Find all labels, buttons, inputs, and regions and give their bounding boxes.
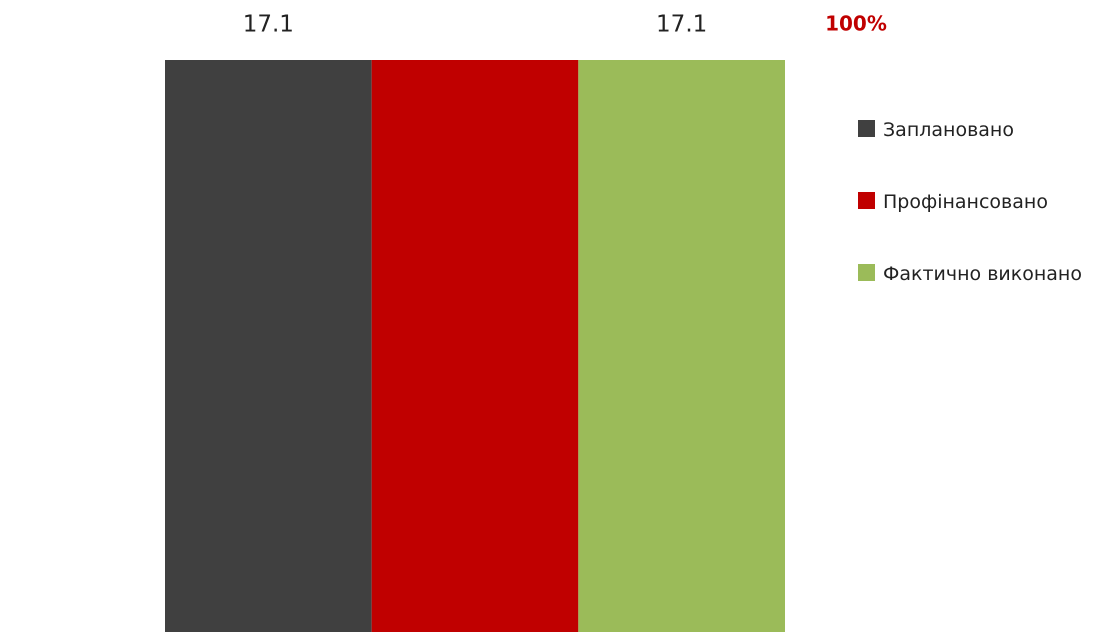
- legend-swatch: [858, 264, 875, 281]
- legend-item: Профінансовано: [858, 186, 1105, 218]
- legend-item: Заплановано: [858, 114, 1105, 146]
- legend-label: Заплановано: [883, 119, 1014, 141]
- bar: [165, 60, 372, 632]
- legend: Заплановано Профінансовано Фактично викона…: [858, 114, 1105, 330]
- annotation: 100%: [825, 12, 887, 36]
- legend-swatch: [858, 120, 875, 137]
- legend-item: Фактично виконано: [858, 258, 1105, 290]
- legend-label: Профінансовано: [883, 191, 1048, 213]
- bar: [578, 60, 785, 632]
- legend-label: Фактично виконано: [883, 263, 1082, 285]
- legend-swatch: [858, 192, 875, 209]
- data-label: 17.1: [243, 12, 294, 38]
- bar: [371, 60, 579, 632]
- data-label: 17.1: [656, 12, 707, 38]
